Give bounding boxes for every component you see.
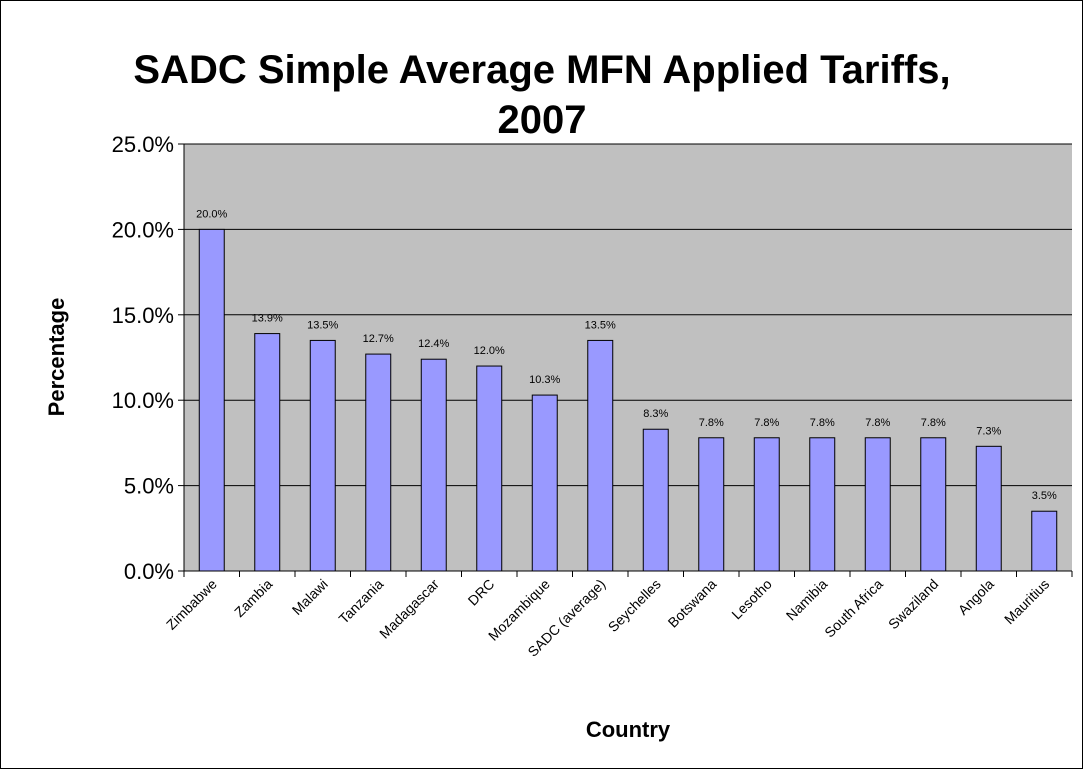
data-label: 12.7% bbox=[363, 333, 394, 345]
x-tick-label: Angola bbox=[955, 576, 997, 618]
bar-south-africa bbox=[864, 437, 891, 572]
bar-madagascar bbox=[420, 358, 447, 572]
data-label: 7.8% bbox=[699, 417, 724, 429]
data-label: 10.3% bbox=[529, 374, 560, 386]
y-tick-label: 5.0% bbox=[124, 474, 174, 499]
bar-namibia bbox=[809, 437, 836, 572]
chart-title-line-1: SADC Simple Average MFN Applied Tariffs, bbox=[133, 48, 950, 92]
x-tick-label: DRC bbox=[465, 576, 498, 609]
data-label: 7.8% bbox=[754, 417, 779, 429]
data-label: 3.5% bbox=[1032, 490, 1057, 502]
data-label: 8.3% bbox=[643, 408, 668, 420]
y-tick-labels: 0.0% 5.0% 10.0% 15.0% 20.0% 25.0% bbox=[112, 132, 174, 584]
data-label: 7.3% bbox=[976, 425, 1001, 437]
data-label: 7.8% bbox=[865, 417, 890, 429]
x-tick-label: Zambia bbox=[231, 576, 275, 620]
data-label: 7.8% bbox=[921, 417, 946, 429]
data-label: 7.8% bbox=[810, 417, 835, 429]
bar-botswana bbox=[698, 437, 725, 572]
data-label: 20.0% bbox=[196, 208, 227, 220]
x-tick-label: Madagascar bbox=[376, 576, 442, 642]
axes bbox=[178, 143, 1073, 577]
data-label: 12.0% bbox=[474, 345, 505, 357]
x-tick-label: Mauritius bbox=[1001, 576, 1052, 627]
bar-mauritius bbox=[1031, 510, 1058, 572]
data-label: 13.9% bbox=[252, 313, 283, 325]
x-tick-label: Tanzania bbox=[335, 576, 386, 627]
data-label: 13.5% bbox=[585, 319, 616, 331]
y-tick-label: 10.0% bbox=[112, 388, 174, 413]
bar-swaziland bbox=[920, 437, 947, 572]
chart-title-line-2: 2007 bbox=[498, 98, 587, 142]
bar-lesotho bbox=[753, 437, 780, 572]
bar-zambia bbox=[254, 333, 281, 572]
data-label: 12.4% bbox=[418, 338, 449, 350]
x-tick-label: Swaziland bbox=[885, 576, 941, 632]
data-label: 13.5% bbox=[307, 319, 338, 331]
bar-seychelles bbox=[642, 428, 669, 572]
bar-zimbabwe bbox=[198, 228, 225, 572]
x-tick-label: Zimbabwe bbox=[163, 576, 220, 633]
bar-drc bbox=[476, 365, 503, 572]
x-tick-label: Lesotho bbox=[728, 576, 775, 623]
bar-tanzania bbox=[365, 353, 392, 572]
x-tick-label: Namibia bbox=[783, 576, 831, 624]
y-tick-label: 15.0% bbox=[112, 303, 174, 328]
bars bbox=[198, 228, 1058, 572]
bar-malawi bbox=[309, 339, 336, 572]
bar-mozambique bbox=[531, 394, 558, 572]
y-axis-title: Percentage bbox=[44, 298, 69, 417]
data-labels: 20.0% 13.9% 13.5% 12.7% 12.4% 12.0% 10.3% 13.5%… bbox=[196, 208, 1057, 502]
y-tick-label: 0.0% bbox=[124, 559, 174, 584]
bar-angola bbox=[975, 445, 1002, 572]
bar-sadc-average bbox=[587, 339, 614, 572]
x-axis-title: Country bbox=[586, 717, 671, 742]
y-tick-label: 25.0% bbox=[112, 132, 174, 157]
x-tick-label: South Africa bbox=[821, 576, 886, 641]
x-tick-label: Malawi bbox=[289, 576, 331, 618]
x-tick-label: Seychelles bbox=[605, 576, 664, 635]
x-tick-label: Botswana bbox=[665, 576, 720, 631]
y-tick-label: 20.0% bbox=[112, 217, 174, 242]
